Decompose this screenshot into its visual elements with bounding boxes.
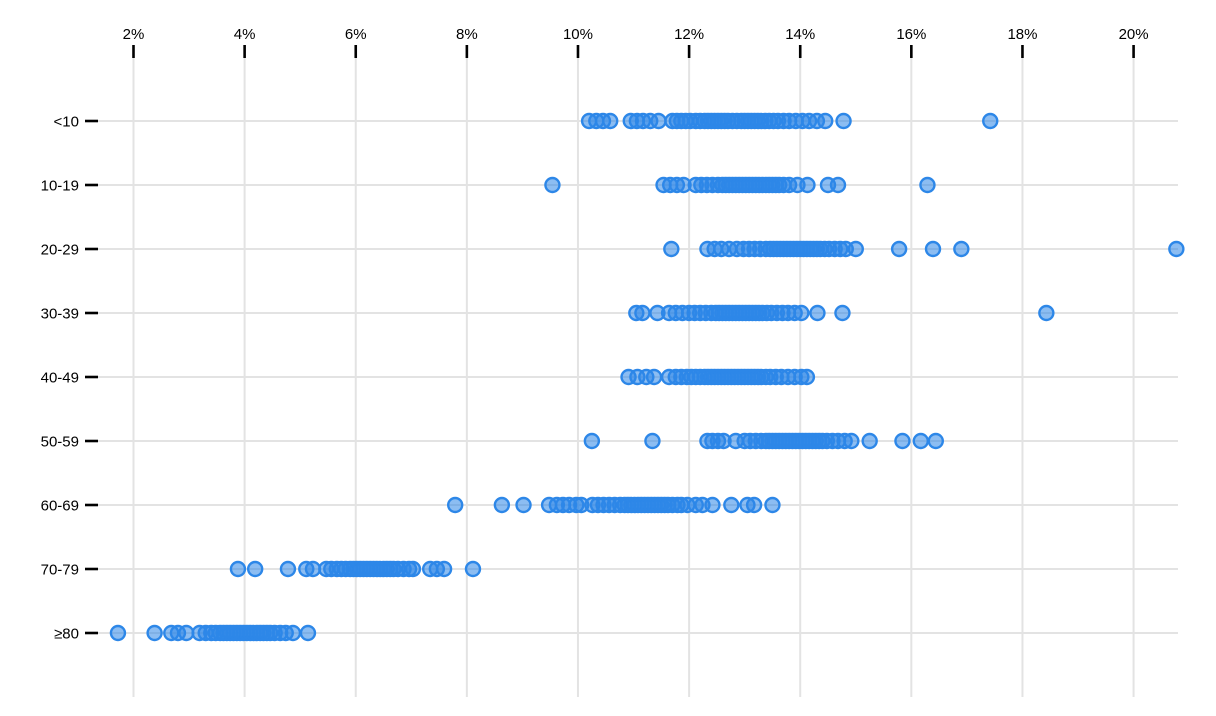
x-axis-tick-label: 8% (456, 26, 478, 43)
data-point[interactable] (1168, 240, 1185, 258)
y-axis-category-label: 30-39 (41, 305, 79, 322)
data-point[interactable] (279, 560, 297, 578)
x-axis-tick-label: 10% (563, 26, 593, 43)
y-axis-category-label: 40-49 (41, 369, 79, 386)
data-point[interactable] (645, 368, 663, 386)
data-point[interactable] (924, 240, 942, 258)
data-point[interactable] (894, 432, 911, 450)
data-point[interactable] (1038, 304, 1055, 322)
data-point[interactable] (446, 496, 464, 514)
y-axis-category-label: 50-59 (41, 433, 79, 450)
data-point[interactable] (704, 496, 721, 514)
x-axis-tick-label: 14% (785, 26, 815, 43)
data-point[interactable] (246, 560, 264, 578)
y-axis-category-label: 60-69 (41, 497, 79, 514)
data-point[interactable] (304, 560, 322, 578)
data-point[interactable] (834, 304, 851, 322)
data-point[interactable] (109, 624, 127, 642)
data-point[interactable] (793, 304, 810, 322)
data-point[interactable] (809, 304, 826, 322)
data-point[interactable] (435, 560, 453, 578)
data-point[interactable] (146, 624, 163, 642)
data-point[interactable] (982, 112, 999, 130)
data-point[interactable] (178, 624, 195, 642)
data-point[interactable] (229, 560, 247, 578)
data-point[interactable] (515, 496, 532, 514)
data-point[interactable] (953, 240, 970, 258)
y-axis-category-label: 70-79 (41, 561, 79, 578)
data-point[interactable] (544, 176, 561, 194)
x-axis-tick-label: 20% (1119, 26, 1149, 43)
y-axis-category-label: ≥80 (54, 625, 79, 642)
data-point[interactable] (912, 432, 929, 450)
x-axis-tick-label: 12% (674, 26, 704, 43)
data-point[interactable] (927, 432, 944, 450)
data-point[interactable] (634, 304, 651, 322)
data-point[interactable] (919, 176, 936, 194)
data-point[interactable] (663, 240, 680, 258)
data-point[interactable] (798, 368, 816, 386)
data-point[interactable] (723, 496, 740, 514)
x-axis-tick-label: 2% (123, 26, 145, 43)
data-point[interactable] (299, 624, 317, 642)
data-point[interactable] (602, 112, 619, 130)
data-point[interactable] (764, 496, 781, 514)
data-point[interactable] (745, 496, 763, 514)
x-axis-tick-label: 6% (345, 26, 367, 43)
x-axis-tick-label: 4% (234, 26, 256, 43)
data-point[interactable] (650, 112, 667, 130)
data-point[interactable] (284, 624, 302, 642)
data-point[interactable] (890, 240, 908, 258)
data-point[interactable] (493, 496, 511, 514)
data-point[interactable] (861, 432, 878, 450)
data-point[interactable] (644, 432, 661, 450)
x-axis-tick-label: 18% (1007, 26, 1037, 43)
data-point[interactable] (799, 176, 816, 194)
data-point[interactable] (843, 432, 860, 450)
y-axis-category-label: <10 (54, 113, 79, 130)
data-point[interactable] (583, 432, 601, 450)
data-point[interactable] (817, 112, 834, 130)
data-point[interactable] (404, 560, 422, 578)
data-point[interactable] (847, 240, 864, 258)
y-axis-category-label: 20-29 (41, 241, 79, 258)
x-axis-tick-label: 16% (896, 26, 926, 43)
data-point[interactable] (464, 560, 482, 578)
data-point[interactable] (829, 176, 847, 194)
y-axis-category-label: 10-19 (41, 177, 79, 194)
data-point[interactable] (835, 112, 852, 130)
